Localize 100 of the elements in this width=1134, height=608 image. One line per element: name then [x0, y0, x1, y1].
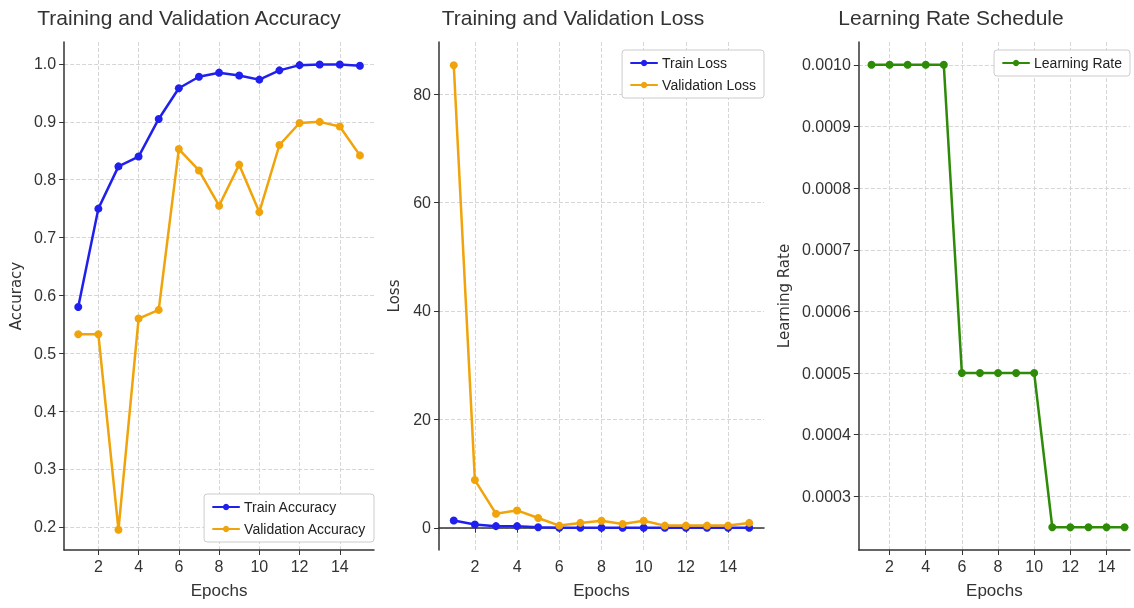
point [449, 61, 458, 70]
point [94, 330, 103, 339]
point [470, 520, 479, 529]
point [215, 68, 224, 77]
point [255, 75, 264, 84]
point [255, 208, 264, 217]
x-axis-title: Epochs [190, 581, 248, 600]
y-tick-label: 20 [413, 410, 432, 428]
point [639, 516, 648, 525]
x-tick-label: 10 [250, 557, 269, 575]
point [114, 525, 123, 534]
x-tick-label: 2 [93, 557, 103, 575]
y-tick-label: 0.0009 [801, 117, 851, 135]
x-tick-label: 4 [921, 557, 931, 575]
x-tick-label: 14 [1097, 557, 1116, 575]
point [194, 72, 203, 81]
point [639, 523, 648, 532]
point [134, 152, 143, 161]
y-tick-label: 0.2 [33, 518, 57, 536]
x-tick-label: 14 [330, 557, 349, 575]
x-axis-title: Epochs [573, 581, 630, 600]
legend-label: Train Accuracy [244, 499, 337, 515]
point [275, 66, 284, 75]
point [1120, 523, 1129, 532]
point [618, 519, 627, 528]
chart-title: Training and Validation Loss [441, 6, 705, 29]
y-tick-label: 0.0005 [801, 364, 851, 382]
point [235, 160, 244, 169]
point [1012, 369, 1021, 378]
point [745, 518, 754, 527]
point [1048, 523, 1057, 532]
y-tick-label: 0.0006 [801, 302, 851, 320]
x-tick-label: 10 [1025, 557, 1044, 575]
point [513, 506, 522, 515]
y-tick-label: 0.7 [33, 229, 57, 247]
point [1030, 369, 1039, 378]
x-tick-label: 8 [214, 557, 224, 575]
x-tick-label: 10 [634, 557, 653, 575]
y-tick-label: 1.0 [33, 55, 57, 73]
point [194, 166, 203, 175]
point [534, 523, 543, 532]
point [134, 314, 143, 323]
y-tick-label: 40 [413, 302, 432, 320]
point [885, 60, 894, 69]
x-tick-label: 2 [470, 557, 480, 575]
y-tick-label: 0.0010 [801, 56, 851, 74]
point [867, 60, 876, 69]
point [1066, 523, 1075, 532]
point [491, 522, 500, 531]
y-tick-label: 0.6 [33, 286, 57, 304]
x-axis-title: Epochs [966, 581, 1023, 600]
y-tick-label: 80 [413, 85, 432, 103]
y-tick-label: 0.0008 [801, 179, 851, 197]
point [903, 60, 912, 69]
point [235, 71, 244, 80]
point [491, 509, 500, 518]
x-tick-label: 14 [719, 557, 738, 575]
x-tick-label: 8 [597, 557, 607, 575]
y-axis-title: Accuracy [6, 261, 25, 331]
point [921, 60, 930, 69]
point [74, 330, 83, 339]
point [994, 369, 1003, 378]
legend-label: Train Loss [662, 55, 727, 71]
chart-title: Training and Validation Accuracy [37, 6, 342, 29]
y-tick-label: 0 [422, 519, 432, 537]
x-tick-label: 2 [885, 557, 895, 575]
legend-label: Learning Rate [1034, 55, 1123, 71]
point [1102, 523, 1111, 532]
point [174, 84, 183, 93]
y-tick-label: 0.3 [33, 460, 57, 478]
point [295, 61, 304, 70]
point [534, 514, 543, 523]
y-axis-title: Learning Rate [774, 243, 793, 349]
point [295, 119, 304, 127]
point [154, 305, 163, 314]
legend-label: Validation Accuracy [244, 521, 366, 537]
point [315, 60, 324, 69]
point [355, 151, 364, 160]
x-tick-label: 12 [677, 557, 695, 575]
point [355, 61, 364, 70]
chart-title: Learning Rate Schedule [838, 6, 1064, 29]
point [513, 522, 522, 531]
x-tick-label: 6 [957, 557, 967, 575]
point [576, 518, 585, 527]
y-axis-title: Loss [384, 279, 403, 313]
point [74, 303, 83, 311]
y-tick-label: 0.0003 [801, 487, 851, 505]
point [174, 145, 183, 154]
point [114, 162, 123, 171]
y-tick-label: 0.9 [33, 113, 57, 131]
point [957, 369, 966, 378]
point [597, 523, 606, 532]
point [335, 122, 344, 131]
point [470, 476, 479, 485]
point [1084, 523, 1093, 532]
point [597, 516, 606, 525]
y-tick-label: 0.4 [33, 402, 57, 420]
x-tick-label: 12 [290, 557, 309, 575]
x-tick-label: 4 [512, 557, 522, 575]
x-tick-label: 4 [134, 557, 144, 575]
